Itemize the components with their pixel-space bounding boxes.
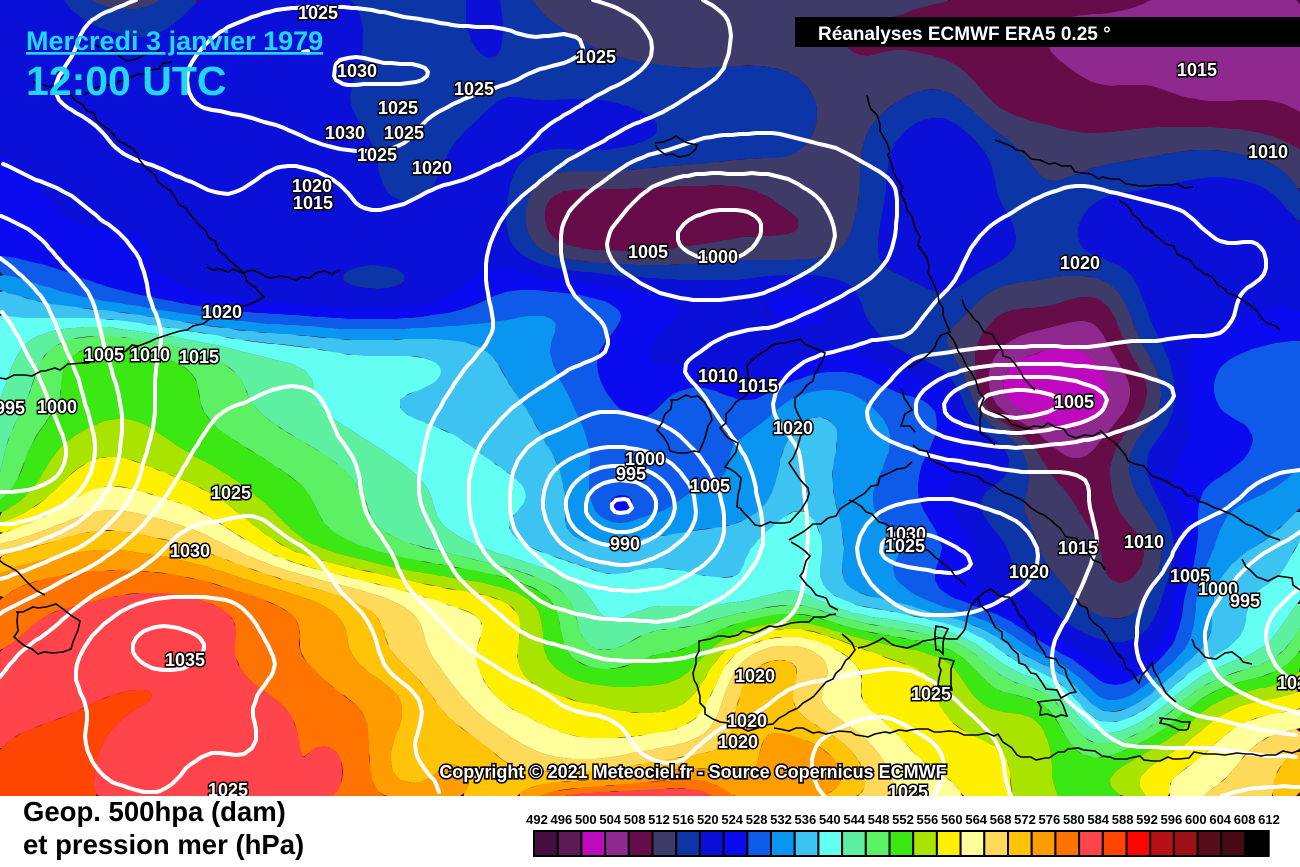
- svg-text:544: 544: [843, 812, 865, 827]
- svg-text:1030: 1030: [337, 61, 377, 81]
- svg-text:1020: 1020: [202, 302, 242, 322]
- svg-text:1020: 1020: [735, 666, 775, 686]
- svg-text:1010: 1010: [1124, 532, 1164, 552]
- svg-text:1025: 1025: [208, 780, 248, 800]
- svg-text:1020: 1020: [1009, 562, 1049, 582]
- svg-text:1005: 1005: [1054, 392, 1094, 412]
- svg-text:588: 588: [1112, 812, 1134, 827]
- svg-text:1000: 1000: [625, 449, 665, 469]
- svg-text:12:00 UTC: 12:00 UTC: [26, 58, 227, 104]
- svg-text:584: 584: [1087, 812, 1109, 827]
- svg-text:536: 536: [795, 812, 817, 827]
- svg-text:et pression mer (hPa): et pression mer (hPa): [23, 829, 304, 860]
- svg-text:1020: 1020: [412, 158, 452, 178]
- svg-text:1025: 1025: [576, 47, 616, 67]
- svg-text:548: 548: [868, 812, 890, 827]
- svg-text:990: 990: [610, 534, 640, 554]
- svg-text:1020: 1020: [718, 732, 758, 752]
- svg-text:496: 496: [551, 812, 573, 827]
- svg-text:995: 995: [616, 464, 646, 484]
- svg-text:1025: 1025: [378, 98, 418, 118]
- svg-text:1000: 1000: [698, 247, 738, 267]
- svg-text:504: 504: [599, 812, 621, 827]
- svg-text:1025: 1025: [384, 123, 424, 143]
- svg-text:556: 556: [917, 812, 939, 827]
- svg-text:572: 572: [1014, 812, 1036, 827]
- svg-text:604: 604: [1209, 812, 1231, 827]
- svg-text:1030: 1030: [325, 123, 365, 143]
- svg-text:1020: 1020: [1060, 253, 1100, 273]
- svg-text:540: 540: [819, 812, 841, 827]
- svg-text:1005: 1005: [84, 345, 124, 365]
- svg-text:608: 608: [1234, 812, 1256, 827]
- svg-text:600: 600: [1185, 812, 1207, 827]
- svg-text:568: 568: [990, 812, 1012, 827]
- svg-text:508: 508: [624, 812, 646, 827]
- svg-text:1025: 1025: [298, 3, 338, 23]
- svg-text:1025: 1025: [885, 536, 925, 556]
- svg-text:Mercredi 3 janvier 1979: Mercredi 3 janvier 1979: [26, 26, 323, 56]
- svg-text:995: 995: [0, 398, 25, 418]
- svg-text:995: 995: [1230, 591, 1260, 611]
- svg-text:Geop. 500hpa (dam): Geop. 500hpa (dam): [23, 796, 286, 827]
- svg-text:1030: 1030: [886, 524, 926, 544]
- svg-text:Réanalyses ECMWF ERA5 0.25 °: Réanalyses ECMWF ERA5 0.25 °: [818, 24, 1111, 45]
- svg-text:492: 492: [526, 812, 548, 827]
- svg-text:520: 520: [697, 812, 719, 827]
- svg-text:552: 552: [892, 812, 914, 827]
- svg-text:532: 532: [770, 812, 792, 827]
- svg-text:516: 516: [673, 812, 695, 827]
- svg-text:500: 500: [575, 812, 597, 827]
- svg-text:512: 512: [648, 812, 670, 827]
- svg-text:560: 560: [941, 812, 963, 827]
- svg-text:1025: 1025: [911, 684, 951, 704]
- svg-text:1005: 1005: [628, 242, 668, 262]
- svg-text:1025: 1025: [211, 483, 251, 503]
- svg-text:1020: 1020: [773, 418, 813, 438]
- svg-text:564: 564: [965, 812, 987, 827]
- svg-text:596: 596: [1161, 812, 1183, 827]
- svg-text:1005: 1005: [1170, 566, 1210, 586]
- svg-text:524: 524: [721, 812, 743, 827]
- svg-text:1025: 1025: [454, 79, 494, 99]
- svg-text:1010: 1010: [130, 345, 170, 365]
- svg-text:1030: 1030: [170, 541, 210, 561]
- svg-text:1035: 1035: [165, 650, 205, 670]
- svg-text:1025: 1025: [357, 145, 397, 165]
- svg-text:528: 528: [746, 812, 768, 827]
- svg-text:580: 580: [1063, 812, 1085, 827]
- svg-text:1020: 1020: [292, 176, 332, 196]
- svg-text:1010: 1010: [1248, 142, 1288, 162]
- svg-text:1015: 1015: [1177, 60, 1217, 80]
- svg-text:Copyright © 2021 Meteociel.fr: Copyright © 2021 Meteociel.fr - Source C…: [439, 762, 946, 782]
- svg-text:1015: 1015: [293, 193, 333, 213]
- svg-text:1000: 1000: [37, 397, 77, 417]
- svg-text:1005: 1005: [690, 476, 730, 496]
- svg-text:1010: 1010: [698, 366, 738, 386]
- svg-text:1015: 1015: [738, 376, 778, 396]
- svg-text:1015: 1015: [179, 347, 219, 367]
- svg-text:1000: 1000: [1198, 579, 1238, 599]
- svg-text:576: 576: [1039, 812, 1061, 827]
- svg-text:592: 592: [1136, 812, 1158, 827]
- svg-text:1015: 1015: [1058, 538, 1098, 558]
- svg-text:1015: 1015: [1277, 673, 1300, 693]
- svg-text:1020: 1020: [727, 711, 767, 731]
- svg-text:612: 612: [1258, 812, 1280, 827]
